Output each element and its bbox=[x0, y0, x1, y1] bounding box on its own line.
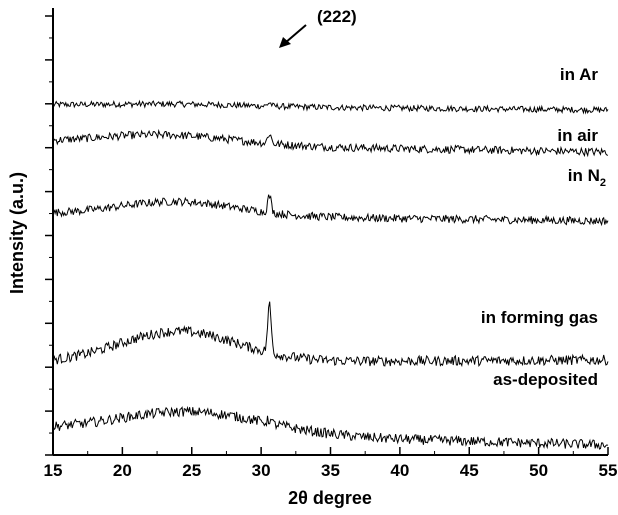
series-label: in air bbox=[557, 126, 598, 145]
peak-arrow-icon bbox=[284, 24, 307, 44]
series-label: as-deposited bbox=[493, 370, 598, 389]
x-tick-label: 35 bbox=[321, 461, 340, 480]
x-tick-label: 30 bbox=[252, 461, 271, 480]
x-tick-label: 20 bbox=[113, 461, 132, 480]
x-axis-title: 2θ degree bbox=[288, 488, 372, 508]
traces-layer bbox=[52, 99, 609, 450]
x-tick-label: 25 bbox=[182, 461, 201, 480]
x-tick-label: 40 bbox=[390, 461, 409, 480]
x-tick-label: 45 bbox=[460, 461, 479, 480]
series-line bbox=[52, 301, 609, 368]
axes-layer: 15 20 25 30 35 40 45 50 55 bbox=[44, 8, 618, 480]
series-labels-layer: in Ar in air in N2 in forming gas as-deposit… bbox=[481, 65, 606, 389]
series-line bbox=[52, 99, 609, 115]
x-tick-label: 15 bbox=[44, 461, 63, 480]
series-line bbox=[52, 405, 609, 450]
series-line bbox=[52, 194, 609, 227]
peak-annotation: (222) bbox=[279, 7, 357, 48]
x-tick-label: 55 bbox=[599, 461, 618, 480]
series-line bbox=[52, 128, 609, 158]
peak-label: (222) bbox=[317, 7, 357, 26]
series-label: in forming gas bbox=[481, 308, 598, 327]
y-axis-title: Intensity (a.u.) bbox=[7, 172, 27, 294]
series-label: in Ar bbox=[560, 65, 598, 84]
series-label: in N2 bbox=[568, 166, 606, 189]
peak-arrowhead-icon bbox=[279, 37, 291, 48]
x-tick-label: 50 bbox=[529, 461, 548, 480]
